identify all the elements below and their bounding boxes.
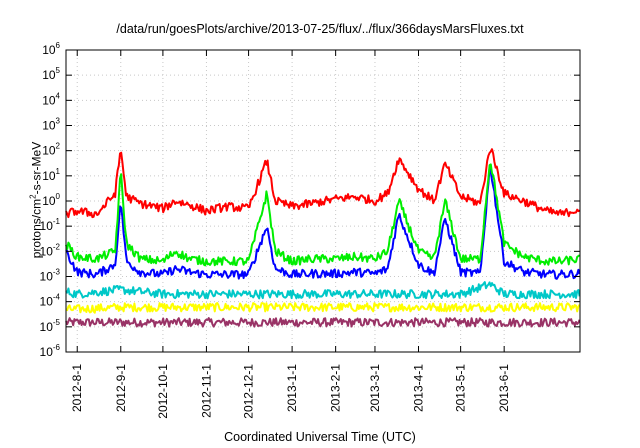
grid xyxy=(66,50,580,352)
x-tick-label: 2012-9-1 xyxy=(114,364,128,412)
y-axis-label-sup: 2 xyxy=(28,194,38,199)
x-tick-label: 2013-6-1 xyxy=(497,364,511,412)
x-tick-label: 2012-12-1 xyxy=(242,364,256,419)
y-tick-mantissa: 10 xyxy=(40,270,54,284)
y-tick-mantissa: 10 xyxy=(42,68,56,82)
y-tick-label: 103 xyxy=(42,117,60,133)
series-line xyxy=(65,302,581,314)
y-axis-label-pre: protons/cm xyxy=(29,198,44,259)
y-tick-label: 10-6 xyxy=(40,343,61,359)
series-line xyxy=(65,277,580,282)
y-tick-exponent: -5 xyxy=(53,318,61,327)
y-tick-mantissa: 10 xyxy=(40,295,54,309)
x-tick-label: 2013-3-1 xyxy=(368,364,382,412)
y-tick-exponent: -3 xyxy=(53,268,61,277)
series-line xyxy=(65,163,581,267)
y-tick-exponent: -2 xyxy=(53,242,61,251)
y-tick-label: 10-3 xyxy=(40,268,61,284)
y-tick-mantissa: 10 xyxy=(42,144,56,158)
y-tick-exponent: 0 xyxy=(56,192,61,201)
y-tick-exponent: -1 xyxy=(53,217,61,226)
y-tick-label: 102 xyxy=(42,142,60,158)
y-tick-mantissa: 10 xyxy=(42,43,56,57)
y-tick-exponent: 1 xyxy=(56,167,61,176)
x-tick-label: 2012-10-1 xyxy=(156,364,170,419)
x-tick-label: 2013-1-1 xyxy=(285,364,299,412)
x-tick-label: 2013-5-1 xyxy=(454,364,468,412)
y-tick-mantissa: 10 xyxy=(40,219,54,233)
y-tick-mantissa: 10 xyxy=(42,119,56,133)
y-tick-exponent: 5 xyxy=(56,66,61,75)
y-tick-label: 10-5 xyxy=(40,318,61,334)
y-axis: 10-610-510-410-310-210-11001011021031041… xyxy=(40,41,580,359)
y-tick-exponent: 4 xyxy=(56,91,61,100)
y-tick-mantissa: 10 xyxy=(40,244,54,258)
series-line xyxy=(65,317,581,328)
y-tick-label: 100 xyxy=(42,192,60,208)
y-tick-label: 10-2 xyxy=(40,242,61,258)
x-tick-label: 2013-4-1 xyxy=(411,364,425,412)
y-axis-label: protons/cm2-s-sr-MeV xyxy=(29,142,44,258)
series-group xyxy=(65,148,581,328)
series-line xyxy=(65,148,581,219)
y-tick-exponent: 2 xyxy=(56,142,61,151)
x-tick-label: 2012-8-1 xyxy=(70,364,84,412)
y-tick-label: 105 xyxy=(42,66,60,82)
chart-title: /data/run/goesPlots/archive/2013-07-25/f… xyxy=(116,22,524,36)
y-tick-label: 104 xyxy=(42,91,60,107)
y-tick-exponent: 3 xyxy=(56,117,61,126)
x-axis: 2012-8-1 2012-9-1 2012-10-1 2012-11-1 2012-1… xyxy=(70,50,511,419)
y-tick-mantissa: 10 xyxy=(40,320,54,334)
y-tick-exponent: -6 xyxy=(53,343,61,352)
x-tick-label: 2012-11-1 xyxy=(199,364,213,418)
y-axis-label-post: -s-sr-MeV xyxy=(29,141,44,195)
y-tick-label: 10-1 xyxy=(40,217,61,233)
x-tick-label: 2013-2-1 xyxy=(329,364,343,412)
y-tick-mantissa: 10 xyxy=(42,194,56,208)
y-tick-label: 10-4 xyxy=(40,293,61,309)
y-tick-mantissa: 10 xyxy=(40,345,54,359)
y-tick-exponent: -4 xyxy=(53,293,61,302)
x-axis-label: Coordinated Universal Time (UTC) xyxy=(224,430,416,444)
series-line xyxy=(65,166,581,280)
y-tick-exponent: 6 xyxy=(56,41,61,50)
y-tick-label: 101 xyxy=(42,167,60,183)
y-tick-mantissa: 10 xyxy=(42,93,56,107)
y-tick-mantissa: 10 xyxy=(42,169,56,183)
y-tick-label: 106 xyxy=(42,41,60,57)
series-line xyxy=(65,281,581,300)
